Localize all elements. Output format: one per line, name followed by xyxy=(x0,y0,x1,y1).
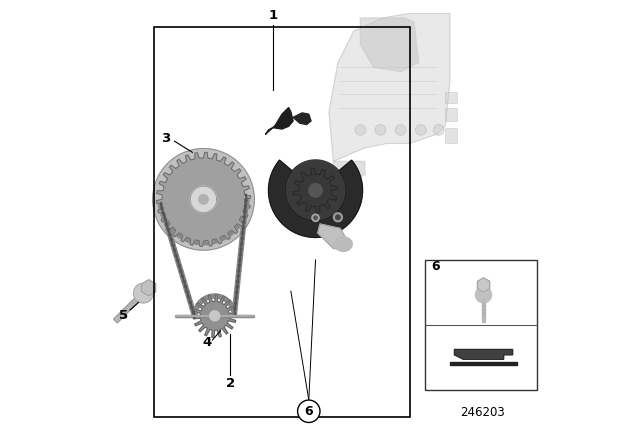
Bar xyxy=(154,27,410,417)
Text: 6: 6 xyxy=(305,405,313,418)
Polygon shape xyxy=(269,160,362,237)
Text: 3: 3 xyxy=(161,132,170,146)
Polygon shape xyxy=(141,280,156,296)
Polygon shape xyxy=(153,149,254,250)
Polygon shape xyxy=(309,184,323,197)
Polygon shape xyxy=(454,349,513,359)
FancyBboxPatch shape xyxy=(445,108,457,121)
Polygon shape xyxy=(329,13,450,161)
Polygon shape xyxy=(157,152,250,246)
Text: 5: 5 xyxy=(119,309,129,323)
Text: 4: 4 xyxy=(202,336,212,349)
Circle shape xyxy=(396,125,406,135)
Polygon shape xyxy=(293,113,311,125)
Polygon shape xyxy=(175,171,232,228)
Polygon shape xyxy=(266,108,293,134)
FancyBboxPatch shape xyxy=(445,92,457,103)
Polygon shape xyxy=(210,311,220,321)
Text: 6: 6 xyxy=(431,260,440,273)
Polygon shape xyxy=(199,195,208,204)
Circle shape xyxy=(415,125,426,135)
Polygon shape xyxy=(113,294,143,323)
Polygon shape xyxy=(200,302,229,330)
Circle shape xyxy=(298,400,320,422)
Polygon shape xyxy=(317,224,347,249)
Polygon shape xyxy=(336,215,340,220)
Polygon shape xyxy=(285,160,346,221)
Polygon shape xyxy=(333,161,365,180)
Circle shape xyxy=(375,125,386,135)
Circle shape xyxy=(433,125,444,135)
Polygon shape xyxy=(477,278,490,292)
Polygon shape xyxy=(450,362,517,365)
Circle shape xyxy=(355,125,365,135)
Polygon shape xyxy=(360,18,419,72)
Text: 246203: 246203 xyxy=(460,406,504,419)
Polygon shape xyxy=(476,287,492,303)
Polygon shape xyxy=(134,283,153,303)
Polygon shape xyxy=(193,294,236,337)
Text: 1: 1 xyxy=(268,9,278,22)
Polygon shape xyxy=(293,168,338,213)
Polygon shape xyxy=(334,237,352,251)
Text: 2: 2 xyxy=(226,376,235,390)
Polygon shape xyxy=(314,216,317,220)
Polygon shape xyxy=(333,213,342,222)
Polygon shape xyxy=(312,214,319,221)
Polygon shape xyxy=(482,295,485,322)
Polygon shape xyxy=(190,186,217,212)
Bar xyxy=(425,260,538,390)
FancyBboxPatch shape xyxy=(445,128,457,143)
